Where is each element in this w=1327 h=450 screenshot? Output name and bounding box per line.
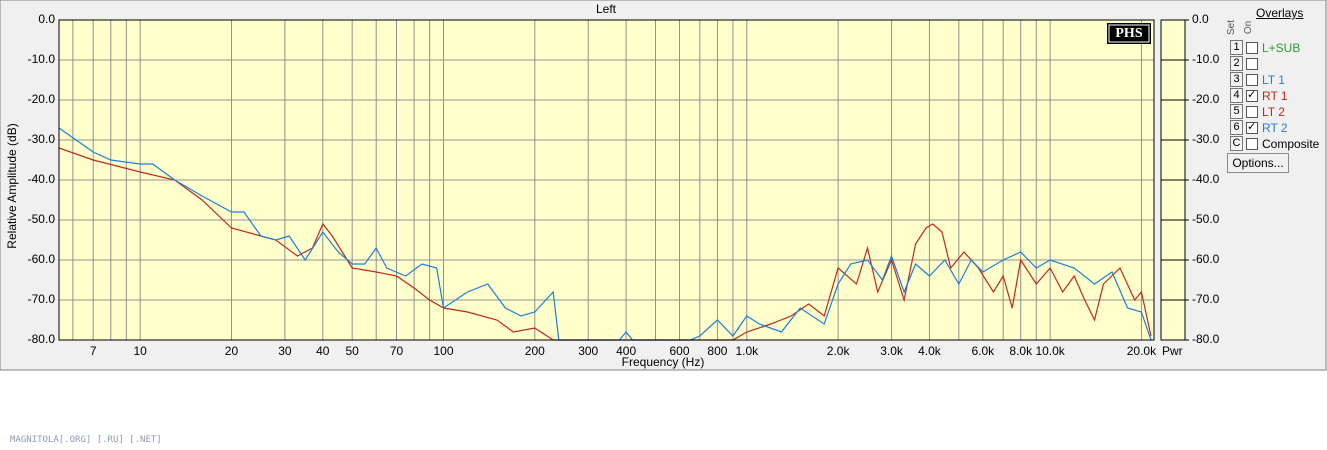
checkbox[interactable] (1246, 137, 1258, 150)
y-tick-label: -70.0 (28, 292, 56, 306)
overlay-row: 5 LT 2 (1230, 104, 1285, 119)
right-tick-label: -40.0 (1192, 172, 1220, 186)
series-line (59, 127, 1152, 341)
x-axis-label: Frequency (Hz) (622, 355, 705, 369)
chart: Left Frequency (Hz) Relative Amplitude (… (0, 0, 1327, 371)
right-tick-label: -30.0 (1192, 132, 1220, 146)
legend-label: RT 1 (1262, 88, 1288, 103)
right-tick-label: 0.0 (1192, 12, 1209, 26)
overlay-row: 3 LT 1 (1230, 72, 1285, 87)
y-tick-label: -50.0 (28, 212, 56, 226)
y-axis-label: Relative Amplitude (dB) (5, 123, 19, 248)
x-tick-label: 50 (346, 344, 360, 358)
plot-frame (58, 19, 1155, 341)
checkbox[interactable] (1246, 105, 1258, 118)
legend-label: Composite (1262, 136, 1320, 151)
x-tick-label: 400 (616, 344, 636, 358)
x-tick-label: 4.0k (918, 344, 942, 358)
x-tick-label: 2.0k (827, 344, 851, 358)
right-tick-label: -80.0 (1192, 332, 1220, 346)
right-tick-label: -50.0 (1192, 212, 1220, 226)
overlay-row: 1 L+SUB (1230, 40, 1300, 55)
legend-label: RT 2 (1262, 120, 1288, 135)
set-button[interactable]: 5 (1230, 104, 1243, 119)
chart-title: Left (596, 2, 617, 16)
x-tick-label: 200 (525, 344, 545, 358)
set-button[interactable]: 6 (1230, 120, 1243, 135)
y-tick-label: -10.0 (28, 52, 56, 66)
overlay-row: 6 RT 2 (1230, 120, 1288, 135)
legend-label: L+SUB (1262, 40, 1301, 55)
set-header: Set (1226, 19, 1238, 36)
x-tick-label: 20.0k (1127, 344, 1157, 358)
set-button[interactable]: 1 (1230, 40, 1243, 55)
x-tick-label: 8.0k (1009, 344, 1033, 358)
right-tick-label: -20.0 (1192, 92, 1220, 106)
series-line (59, 147, 1152, 341)
y-tick-label: -20.0 (28, 92, 56, 106)
lines (59, 127, 1152, 341)
x-tick-label: 6.0k (972, 344, 996, 358)
overlay-row: 4 RT 1 (1230, 88, 1288, 103)
checkbox[interactable] (1246, 120, 1258, 134)
right-axis-label: Pwr (1162, 344, 1183, 358)
checkbox[interactable] (1246, 41, 1258, 54)
x-tick-label: 300 (578, 344, 598, 358)
x-tick-label: 10.0k (1035, 344, 1065, 358)
set-button[interactable]: C (1230, 136, 1243, 151)
overlay-row: C Composite (1230, 136, 1319, 151)
x-tick-label: 70 (390, 344, 404, 358)
y-tick-label: -80.0 (28, 332, 56, 346)
panel-title: Overlays (1256, 6, 1304, 20)
y-tick-label: -30.0 (28, 132, 56, 146)
y-tick-label: 0.0 (38, 12, 55, 26)
x-tick-label: 800 (707, 344, 727, 358)
on-header: On (1243, 20, 1255, 35)
checkbox[interactable] (1246, 88, 1258, 102)
watermark: MAGNITOLA[.ORG] [.RU] [.NET] (10, 435, 162, 445)
logo-box (1107, 23, 1151, 44)
x-tick-label: 40 (316, 344, 330, 358)
overlay-row: 2 (1230, 56, 1258, 71)
options-button[interactable]: Options... (1227, 153, 1289, 173)
set-button[interactable]: 3 (1230, 72, 1243, 87)
checkbox[interactable] (1246, 73, 1258, 86)
x-tick-label: 20 (225, 344, 239, 358)
x-tick-label: 1.0k (735, 344, 759, 358)
x-tick-label: 3.0k (880, 344, 904, 358)
overlay-panel: Overlays Set On 1 L+SUB 23 LT 1 4 RT 1 5 LT 2 6 R… (1222, 2, 1326, 368)
set-button[interactable]: 2 (1230, 56, 1243, 71)
x-tick-label: 10 (133, 344, 147, 358)
logo: PHS (1115, 26, 1142, 41)
y-tick-label: -60.0 (28, 252, 56, 266)
x-tick-label: 7 (90, 344, 97, 358)
logo-inner (1108, 24, 1150, 43)
x-tick-label: 30 (278, 344, 292, 358)
right-tick-label: -10.0 (1192, 52, 1220, 66)
right-tick-label: -60.0 (1192, 252, 1220, 266)
x-tick-label: 100 (433, 344, 453, 358)
y-tick-label: -40.0 (28, 172, 56, 186)
set-button[interactable]: 4 (1230, 88, 1243, 103)
right-tick-label: -70.0 (1192, 292, 1220, 306)
x-tick-label: 600 (670, 344, 690, 358)
legend-label: LT 2 (1262, 104, 1285, 119)
checkbox[interactable] (1246, 57, 1258, 70)
legend-label: LT 1 (1262, 72, 1285, 87)
